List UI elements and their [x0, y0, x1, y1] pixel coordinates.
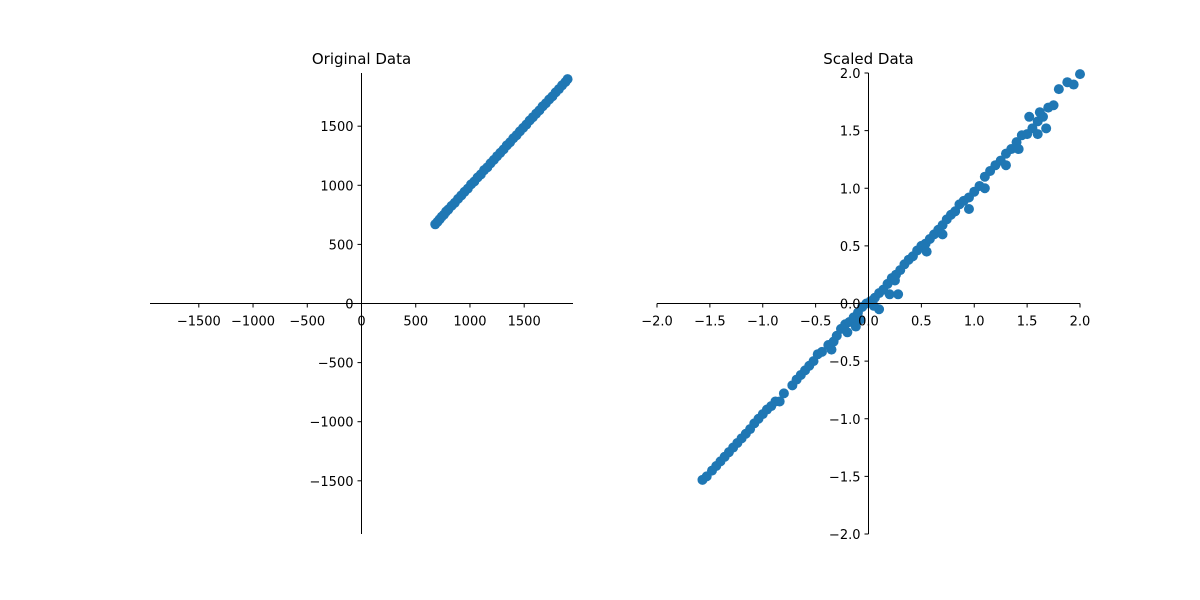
original-x-tick-label-6: 1500 [508, 315, 541, 330]
scaled-y-tick-label-2: −1.0 [829, 413, 861, 428]
scaled-point-85 [889, 275, 900, 286]
scaled-point-91 [1013, 144, 1024, 155]
scaled-y-tick-label-0: −2.0 [829, 528, 861, 543]
scaled-point-89 [979, 183, 990, 194]
original-x-tick-label-3: 0 [357, 315, 365, 330]
original-x-tick-label-4: 500 [403, 315, 428, 330]
scaled-x-tick-label-1: −1.5 [694, 315, 726, 330]
scaled-point-80 [1068, 79, 1079, 90]
scaled-point-81 [1075, 69, 1085, 80]
scaled-point-87 [937, 229, 948, 240]
original-y-tick-label-6: 1500 [320, 120, 353, 135]
scaled-point-82 [884, 289, 895, 300]
original-data-axes: −1500 −1000 −500 0 500 1000 1500 −1500 −1000 −500… [150, 73, 573, 534]
scaled-point-18 [774, 396, 785, 407]
original-point-43 [562, 74, 573, 85]
scaled-data-axes: −2.0 −1.5 −1.0 −0.5 0.0 0.5 1.0 1.5 2.0 −2.0 −1.5 −… [641, 67, 1090, 543]
scaled-x-tick-label-3: −0.5 [800, 315, 832, 330]
original-y-tick-label-0: −1500 [310, 475, 354, 490]
original-data-markers [430, 74, 573, 230]
scaled-x-tick-label-4: 0.0 [858, 315, 879, 330]
scaled-point-78 [1053, 84, 1064, 95]
scaled-point-99 [1024, 111, 1035, 122]
scaled-y-tick-label-1: −1.5 [829, 470, 861, 485]
original-x-tick-label-0: −1500 [177, 315, 221, 330]
scaled-point-77 [1048, 100, 1059, 111]
scaled-y-tick-label-7: 1.5 [840, 125, 861, 140]
scaled-point-100 [1034, 107, 1045, 118]
scaled-point-88 [963, 204, 974, 214]
scaled-data-chart: Scaled Data −2.0 −1.5 −1.0 −0.5 0.0 0.5 1.0 1.5… [641, 50, 1090, 543]
original-y-tick-label-4: 500 [329, 238, 354, 253]
scaled-x-tick-label-6: 1.0 [964, 315, 985, 330]
scaled-point-92 [1032, 129, 1043, 140]
scaled-y-tick-label-4: 0.0 [840, 298, 861, 313]
scaled-y-tick-label-5: 0.5 [840, 240, 861, 255]
original-x-tick-label-5: 1000 [453, 315, 486, 330]
scaled-point-86 [921, 246, 932, 257]
scaled-x-tick-label-0: −2.0 [641, 315, 673, 330]
scaled-point-69 [1006, 144, 1017, 155]
scaled-point-97 [868, 300, 879, 311]
original-x-tick-label-2: −500 [289, 315, 325, 330]
scaled-point-83 [893, 289, 904, 300]
original-data-chart: Original Data −1500 −1000 −500 0 500 1000 1500… [150, 50, 573, 534]
scaled-x-tick-label-5: 0.5 [911, 315, 932, 330]
original-y-tick-label-3: 0 [345, 298, 353, 313]
scaled-point-27 [816, 346, 827, 357]
scaled-y-tick-label-6: 1.0 [840, 182, 861, 197]
scaled-point-93 [1041, 123, 1052, 134]
scaled-point-90 [1000, 160, 1011, 171]
scaled-x-tick-label-8: 2.0 [1070, 315, 1091, 330]
scaled-point-98 [855, 314, 866, 325]
chart-title-scaled: Scaled Data [823, 50, 913, 68]
scaled-x-tick-label-7: 1.5 [1017, 315, 1038, 330]
scaled-point-94 [842, 327, 853, 338]
original-y-tick-label-5: 1000 [320, 179, 353, 194]
scaled-y-tick-label-3: −0.5 [829, 355, 861, 370]
scaled-y-tick-label-8: 2.0 [840, 67, 861, 82]
chart-title-original: Original Data [312, 50, 411, 68]
scaled-point-19 [778, 388, 789, 399]
original-x-tick-label-1: −1000 [231, 315, 275, 330]
original-y-tick-label-1: −1000 [310, 416, 354, 431]
scaled-point-95 [826, 344, 837, 355]
scaled-x-tick-label-2: −1.0 [747, 315, 779, 330]
original-y-tick-label-2: −500 [318, 357, 354, 372]
